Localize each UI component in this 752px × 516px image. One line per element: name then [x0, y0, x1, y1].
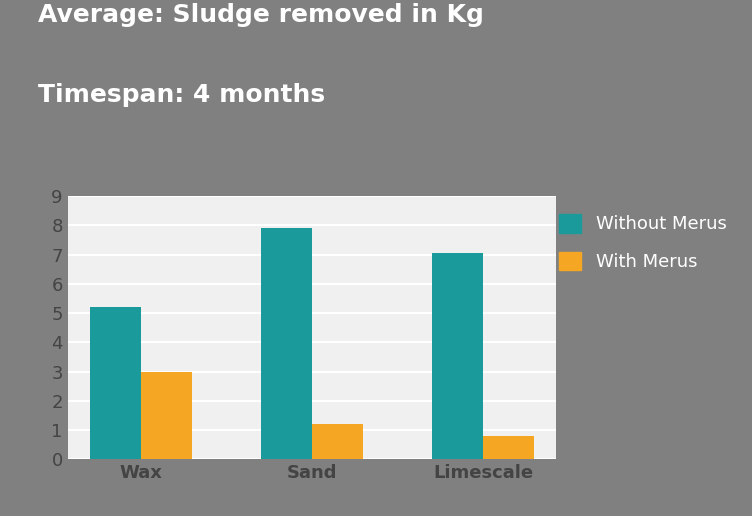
Bar: [312, 424, 363, 459]
Bar: [432, 253, 483, 459]
Bar: [261, 228, 312, 459]
Bar: [141, 372, 193, 459]
Bar: [483, 436, 534, 459]
Legend: Without Merus, With Merus: Without Merus, With Merus: [550, 205, 735, 280]
Text: Average: Sludge removed in Kg: Average: Sludge removed in Kg: [38, 3, 484, 27]
Bar: [90, 307, 141, 459]
Text: Timespan: 4 months: Timespan: 4 months: [38, 83, 325, 107]
